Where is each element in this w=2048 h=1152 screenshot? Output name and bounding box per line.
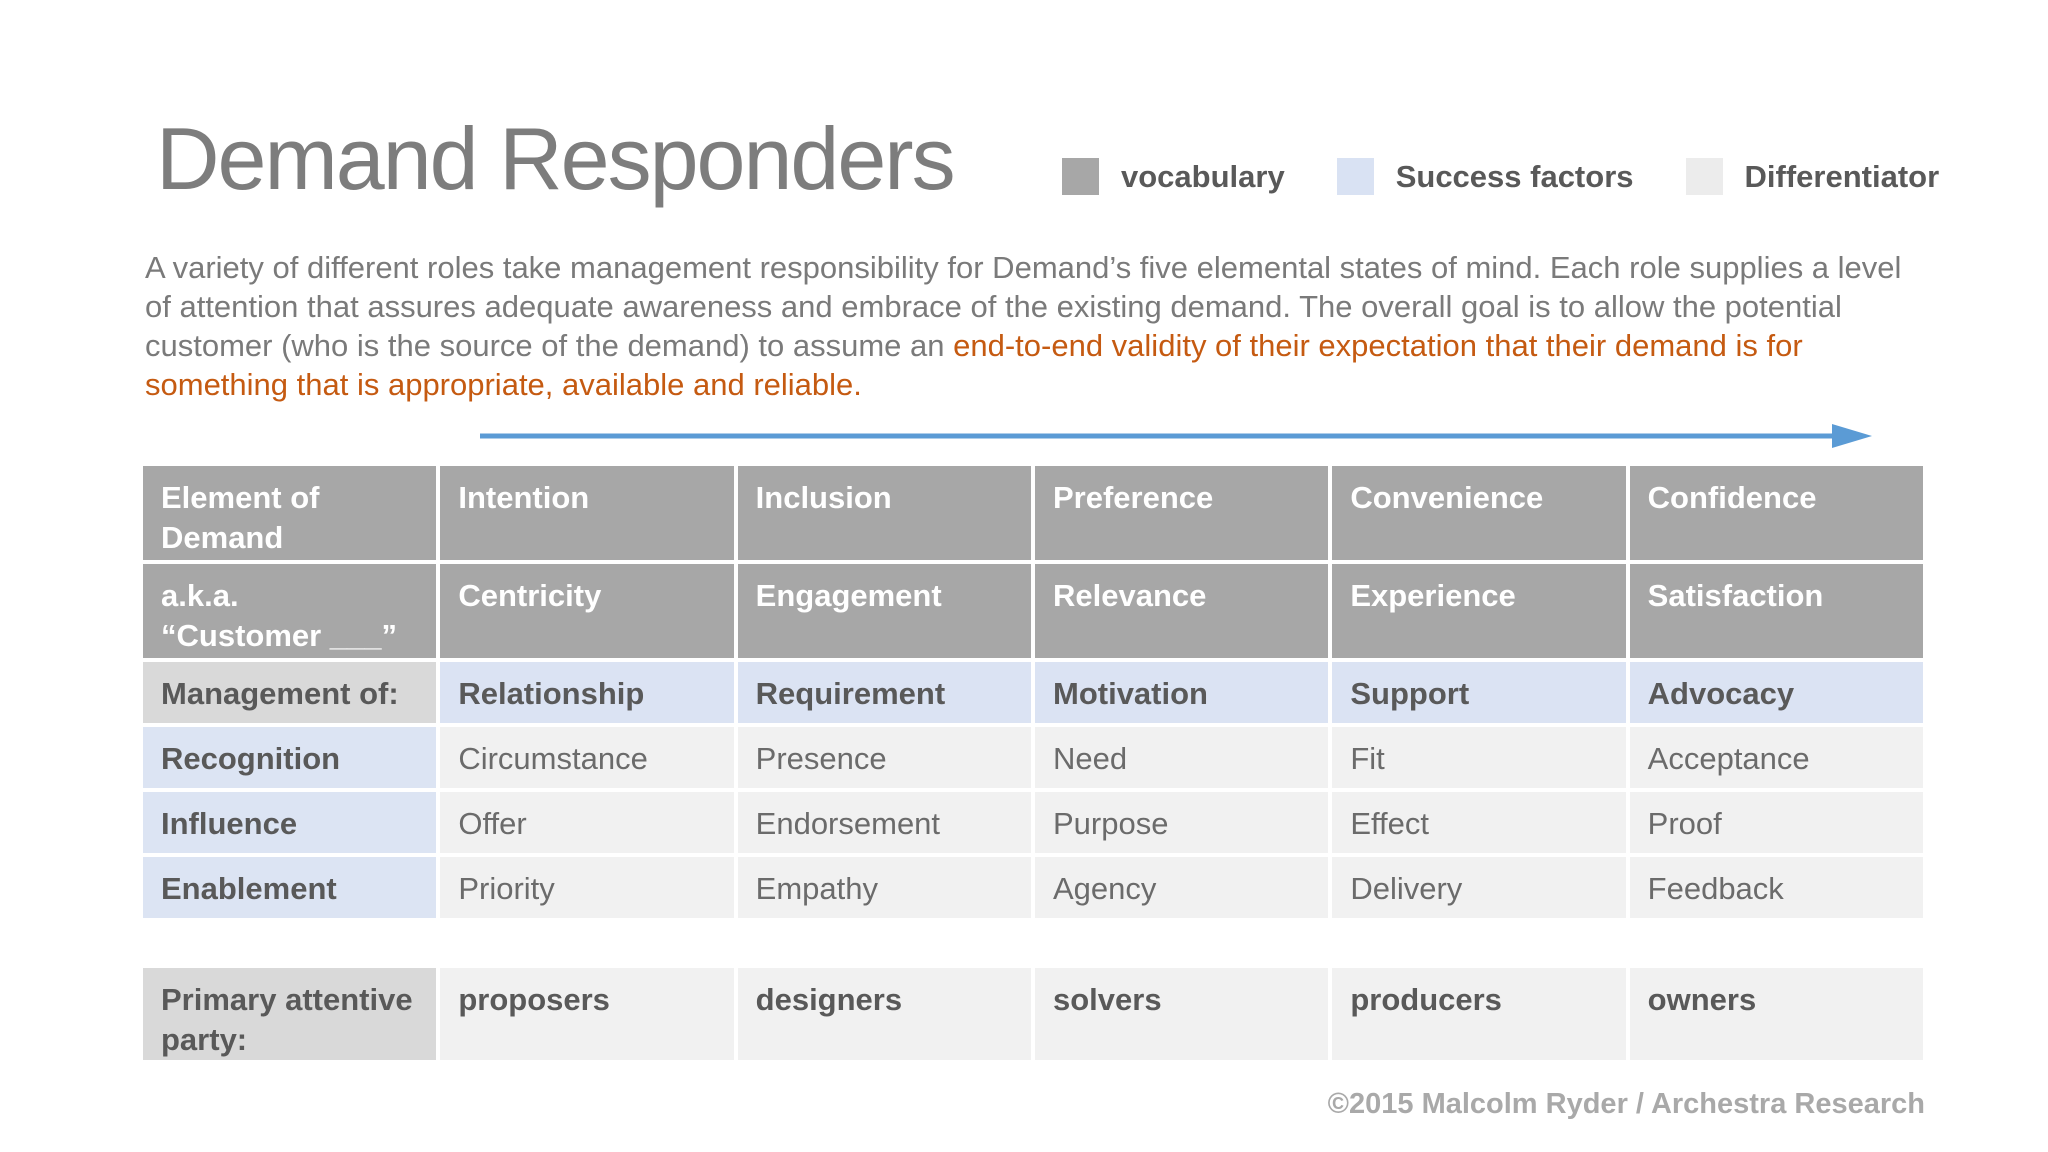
success-factors-swatch-icon (1336, 158, 1374, 195)
data-cell: Feedback (1629, 857, 1923, 918)
legend-item: Success factors (1336, 158, 1634, 195)
data-cell: Effect (1332, 792, 1626, 853)
row-label-cell: a.k.a. “Customer ___” (143, 564, 437, 658)
data-cell: Agency (1035, 857, 1329, 918)
data-cell: Delivery (1332, 857, 1626, 918)
column-header-cell: Convenience (1332, 466, 1626, 560)
data-cell: solvers (1035, 968, 1329, 1060)
data-cell: Empathy (737, 857, 1031, 918)
column-header-cell: Preference (1035, 466, 1329, 560)
column-header-cell: Confidence (1629, 466, 1923, 560)
intro-text: A variety of different roles take manage… (145, 250, 1902, 363)
legend-label: Differentiator (1744, 158, 1940, 194)
column-header-cell: Inclusion (737, 466, 1031, 560)
data-cell: designers (737, 968, 1031, 1060)
data-cell: Relationship (440, 662, 734, 723)
data-cell: Purpose (1035, 792, 1329, 853)
row-label-cell: Enablement (143, 857, 437, 918)
copyright-text: ©2015 Malcolm Ryder / Archestra Research (1327, 1088, 1925, 1120)
legend-item: vocabulary (1062, 158, 1285, 195)
differentiator-swatch-icon (1685, 158, 1723, 195)
intro-highlight-text: end-to-end validity of their expectation… (145, 328, 1803, 402)
row-label-cell: Element of Demand (143, 466, 437, 560)
data-cell: producers (1332, 968, 1626, 1060)
data-cell: Requirement (737, 662, 1031, 723)
data-cell: Proof (1629, 792, 1923, 853)
legend-label: Success factors (1395, 158, 1634, 194)
row-label-cell: Influence (143, 792, 437, 853)
data-cell: Presence (737, 727, 1031, 788)
row-label-cell: Recognition (143, 727, 437, 788)
data-cell: Offer (440, 792, 734, 853)
data-cell: Endorsement (737, 792, 1031, 853)
column-header-cell: Engagement (737, 564, 1031, 658)
data-cell: Support (1332, 662, 1626, 723)
legend: vocabulary Success factors Differentiator (1062, 158, 1939, 195)
column-header-cell: Centricity (440, 564, 734, 658)
legend-label: vocabulary (1121, 158, 1285, 194)
column-header-cell: Relevance (1035, 564, 1329, 658)
data-cell: owners (1629, 968, 1923, 1060)
data-cell: Motivation (1035, 662, 1329, 723)
main-table: Element of Demand Intention Inclusion Prefe… (143, 466, 1923, 918)
data-cell: Acceptance (1629, 727, 1923, 788)
data-cell: Priority (440, 857, 734, 918)
data-cell: Fit (1332, 727, 1626, 788)
data-cell: Circumstance (440, 727, 734, 788)
intro-paragraph: A variety of different roles take manage… (145, 248, 1913, 404)
data-cell: Advocacy (1629, 662, 1923, 723)
page-title: Demand Responders (156, 109, 956, 208)
legend-item: Differentiator (1685, 158, 1940, 195)
column-header-cell: Intention (440, 466, 734, 560)
column-header-cell: Experience (1332, 564, 1626, 658)
right-arrow-icon (480, 424, 1872, 448)
row-label-cell: Primary attentive party: (143, 968, 437, 1060)
party-table: Primary attentive party: proposers designe… (143, 968, 1923, 1060)
row-label-cell: Management of: (143, 662, 437, 723)
data-cell: proposers (440, 968, 734, 1060)
timeline-arrow (480, 420, 1872, 452)
data-cell: Need (1035, 727, 1329, 788)
column-header-cell: Satisfaction (1629, 564, 1923, 658)
vocabulary-swatch-icon (1062, 158, 1099, 195)
